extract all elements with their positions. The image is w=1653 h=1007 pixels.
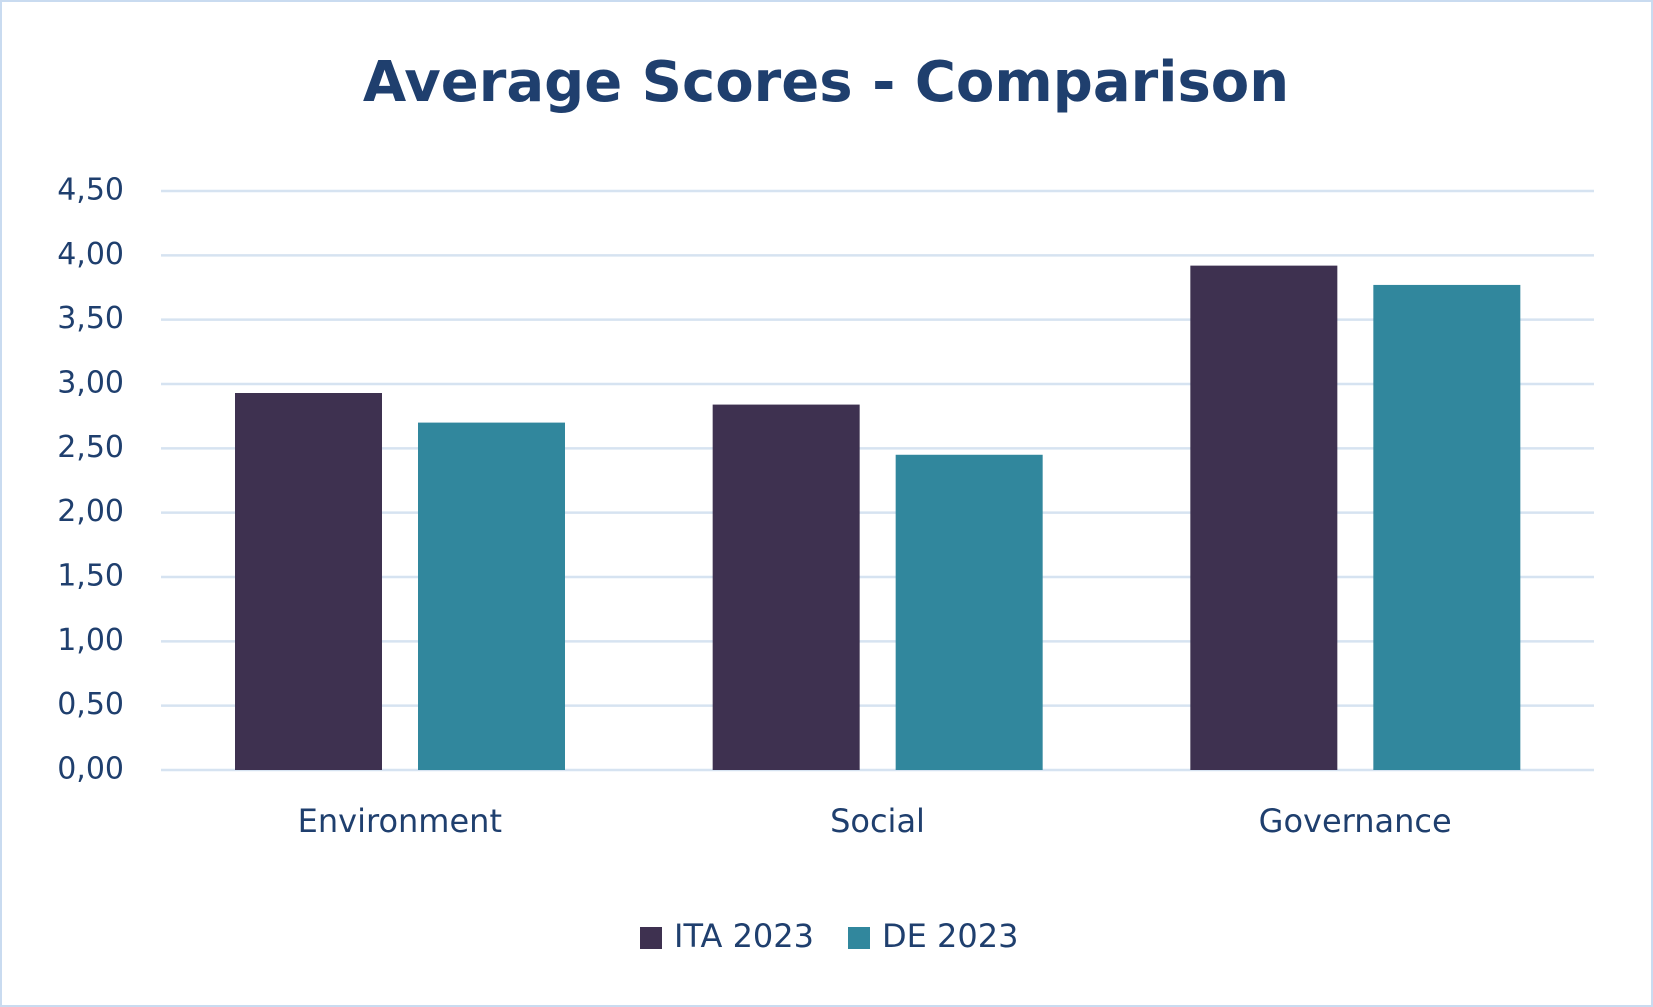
x-tick-label: Social: [830, 802, 925, 840]
x-tick-label: Governance: [1259, 802, 1452, 840]
bar: [1190, 265, 1338, 770]
chart-title: Average Scores - Comparison: [363, 50, 1289, 115]
y-tick-label: 2,50: [57, 430, 124, 465]
y-tick-label: 4,50: [57, 173, 124, 208]
y-tick-label: 4,00: [57, 237, 124, 272]
y-tick-label: 0,00: [57, 752, 124, 787]
legend-swatch: [848, 927, 870, 949]
x-tick-label: Environment: [298, 802, 502, 840]
y-tick-label: 0,50: [57, 687, 124, 722]
bar: [235, 393, 382, 770]
y-tick-label: 1,00: [57, 623, 124, 658]
legend-label: ITA 2023: [674, 917, 814, 955]
y-tick-label: 2,00: [57, 494, 124, 529]
y-tick-label: 3,00: [57, 366, 124, 401]
legend-swatch: [640, 927, 662, 949]
bar: [712, 404, 860, 770]
y-tick-label: 1,50: [57, 559, 124, 594]
bar: [895, 454, 1043, 770]
y-tick-label: 3,50: [57, 301, 124, 336]
bar: [418, 422, 565, 770]
legend-label: DE 2023: [882, 917, 1018, 955]
bar: [1373, 284, 1521, 770]
